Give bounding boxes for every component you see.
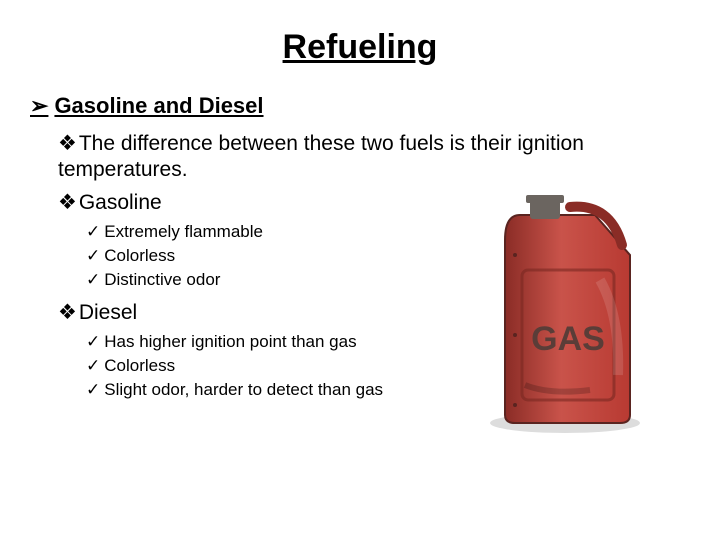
check-bullet-icon: ✓ [86,380,100,399]
can-rivet [513,403,517,407]
slide: Refueling ➢ Gasoline and Diesel ❖The dif… [0,0,720,540]
section-heading-text: Gasoline and Diesel [54,93,263,119]
intro-line: ❖The difference between these two fuels … [58,131,690,184]
diesel-label: Diesel [79,301,137,324]
slide-title: Refueling [30,28,690,67]
check-bullet-icon: ✓ [86,270,100,289]
check-bullet-icon: ✓ [86,246,100,265]
diamond-bullet-icon: ❖ [58,191,77,214]
can-rivet [513,333,517,337]
can-rivet [513,253,517,257]
gasoline-point-text: Extremely flammable [104,222,263,241]
check-bullet-icon: ✓ [86,222,100,241]
gasoline-point-text: Colorless [104,246,175,265]
arrow-bullet-icon: ➢ [30,93,48,119]
diamond-bullet-icon: ❖ [58,301,77,324]
intro-text: The difference between these two fuels i… [58,132,584,181]
diesel-point-text: Has higher ignition point than gas [104,332,356,351]
diesel-point-text: Colorless [104,356,175,375]
gas-can-image: GAS [470,185,660,435]
section-heading: ➢ Gasoline and Diesel [30,93,690,119]
gasoline-point-text: Distinctive odor [104,270,220,289]
check-bullet-icon: ✓ [86,356,100,375]
can-label-text: GAS [531,320,605,358]
diamond-bullet-icon: ❖ [58,132,77,155]
diesel-point-text: Slight odor, harder to detect than gas [104,380,383,399]
gasoline-label: Gasoline [79,191,162,214]
check-bullet-icon: ✓ [86,332,100,351]
can-cap-top [526,195,564,203]
